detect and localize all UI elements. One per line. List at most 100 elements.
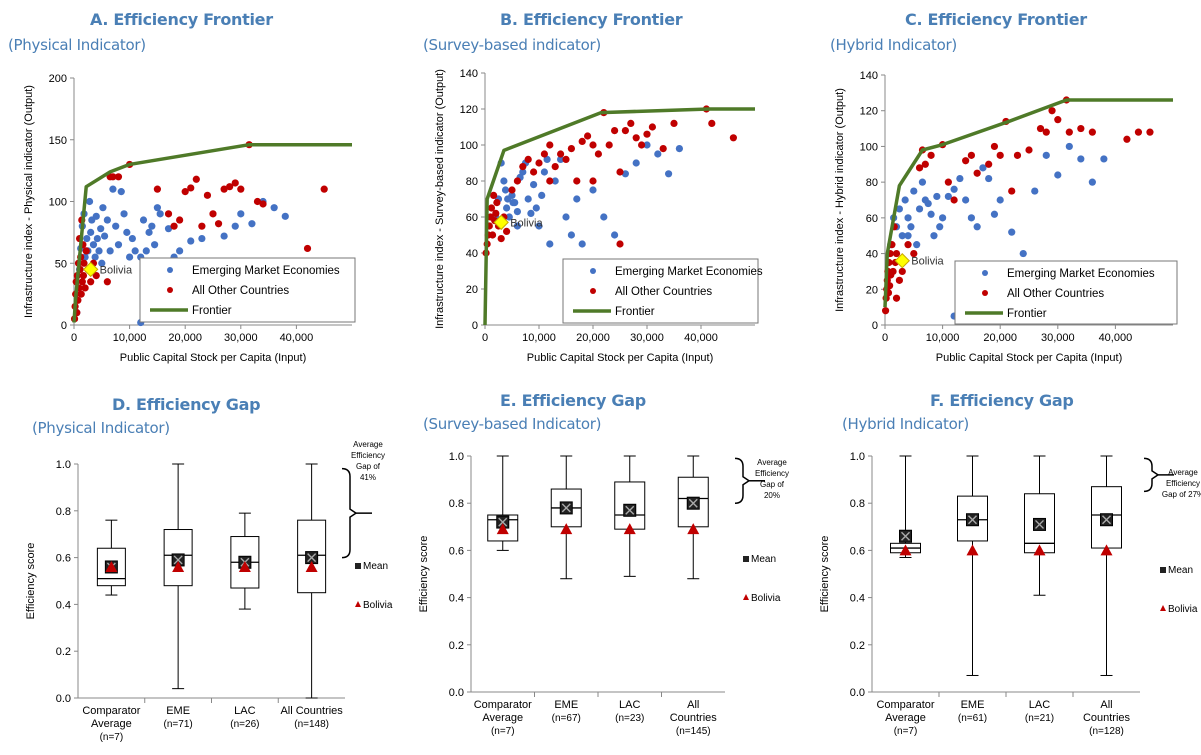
y-axis-label: Infrastructure index - Physical indicato… [23, 85, 35, 318]
box-chart-f: 0.0 0.2 0.4 0.6 0.8 1.0 Efficiency score Compar… [819, 451, 1201, 737]
x-tick-label: 0 [482, 332, 488, 344]
eme-point [248, 220, 256, 228]
other-point [303, 244, 312, 253]
bolivia-marker [493, 214, 509, 231]
other-point [659, 145, 667, 153]
chart-subtitle: (Hybrid Indicator) [830, 36, 957, 54]
other-point [546, 177, 554, 185]
bolivia-marker [82, 261, 99, 278]
x-tick-label: 40,000 [1099, 332, 1133, 344]
other-point [708, 119, 716, 127]
legend-eme-label: Emerging Market Economies [192, 265, 340, 277]
eme-point [270, 204, 278, 212]
eme-point [936, 223, 944, 231]
legend-other-swatch [167, 287, 173, 293]
other-point [915, 164, 924, 172]
eme-point [95, 247, 103, 255]
box-chart-d: 0.0 0.2 0.4 0.6 0.8 1.0 Efficiency score Compar… [25, 440, 393, 743]
x-tick-label: 0 [882, 332, 888, 344]
chart-subtitle: (Hybrid Indicator) [842, 415, 969, 433]
legend-mean-label: Mean [363, 561, 388, 572]
mean-marker-cross [498, 517, 508, 527]
other-point [589, 141, 597, 149]
eme-point [532, 204, 540, 212]
y-tick-label: 0 [472, 320, 478, 332]
legend-other-label: All Other Countries [615, 286, 712, 298]
eme-point [153, 204, 161, 212]
eme-point [85, 197, 94, 206]
y-tick-label: 0.0 [449, 687, 464, 699]
y-tick-label: 150 [49, 135, 67, 147]
x-tick-label: 30,000 [630, 332, 664, 344]
legend-bolivia-swatch [1160, 605, 1166, 611]
y-tick-label: 120 [460, 104, 478, 116]
other-point [92, 272, 100, 280]
scatter-chart-b: 0 20 40 60 80 100 120 140 0 10,000 20,000 30,000 40,… [434, 68, 763, 364]
y-tick-label: 0.4 [449, 593, 464, 605]
eme-point [513, 208, 521, 216]
other-point [616, 168, 624, 176]
box-chart-e: 0.0 0.2 0.4 0.6 0.8 1.0 Efficiency score Compar… [418, 451, 789, 737]
mean-marker-cross [688, 498, 698, 508]
y-tick-label: 0.6 [56, 553, 71, 565]
frontier-line [883, 98, 1173, 308]
chart-title: A. Efficiency Frontier [90, 10, 273, 29]
other-point [209, 210, 217, 218]
other-point [638, 141, 646, 149]
y-tick-label: 0.6 [850, 545, 865, 557]
eme-point [524, 195, 532, 203]
other-point [881, 307, 890, 315]
x-tick-label: 30,000 [1041, 332, 1075, 344]
y-tick-label: 0.6 [449, 545, 464, 557]
legend-mean-swatch [355, 563, 361, 569]
eme-point [117, 188, 125, 196]
x-tick-label: 10,000 [522, 332, 556, 344]
eme-point [176, 247, 184, 255]
eme-point [611, 231, 619, 239]
eme-point [97, 225, 105, 233]
other-point [985, 160, 993, 168]
eme-point [527, 209, 535, 217]
other-point [79, 272, 88, 280]
other-point [513, 177, 521, 185]
bolivia-label: Bolivia [100, 264, 133, 276]
x-tick-label: 10,000 [113, 332, 147, 344]
category-n-label: (n=148) [294, 719, 329, 730]
chart-title: B. Efficiency Frontier [500, 10, 683, 29]
other-point [220, 185, 228, 193]
other-point [1088, 128, 1096, 136]
category-label: Comparator [876, 699, 934, 711]
other-point [1013, 151, 1022, 159]
gap-bracket [1143, 457, 1160, 493]
eme-point [500, 177, 508, 185]
eme-point [632, 159, 640, 167]
legend-other-label: All Other Countries [1007, 288, 1104, 300]
other-point [567, 145, 575, 153]
eme-point [128, 234, 136, 243]
legend-eme-label: Emerging Market Economies [1007, 268, 1155, 280]
category-n-label: (n=23) [615, 713, 644, 724]
eme-point [950, 185, 958, 193]
legend-mean-label: Mean [1168, 565, 1193, 576]
y-tick-label: 40 [466, 248, 478, 260]
gap-annotation: 41% [360, 473, 376, 482]
eme-point [985, 174, 993, 183]
x-tick-label: 20,000 [983, 332, 1017, 344]
eme-point [546, 240, 554, 248]
mean-marker-cross [625, 505, 635, 515]
other-point [203, 191, 212, 199]
other-point [540, 150, 548, 158]
eme-point [895, 205, 903, 213]
gap-bracket [341, 467, 358, 559]
eme-point [93, 234, 101, 243]
other-point [990, 142, 999, 151]
eme-point [145, 228, 153, 236]
other-point [889, 267, 897, 276]
other-point [524, 155, 532, 163]
legend-bolivia-swatch [743, 594, 749, 600]
eme-point [106, 247, 114, 255]
eme-point [956, 174, 964, 183]
legend-eme-swatch [167, 267, 173, 273]
other-point [1146, 128, 1154, 136]
eme-point [99, 204, 107, 212]
